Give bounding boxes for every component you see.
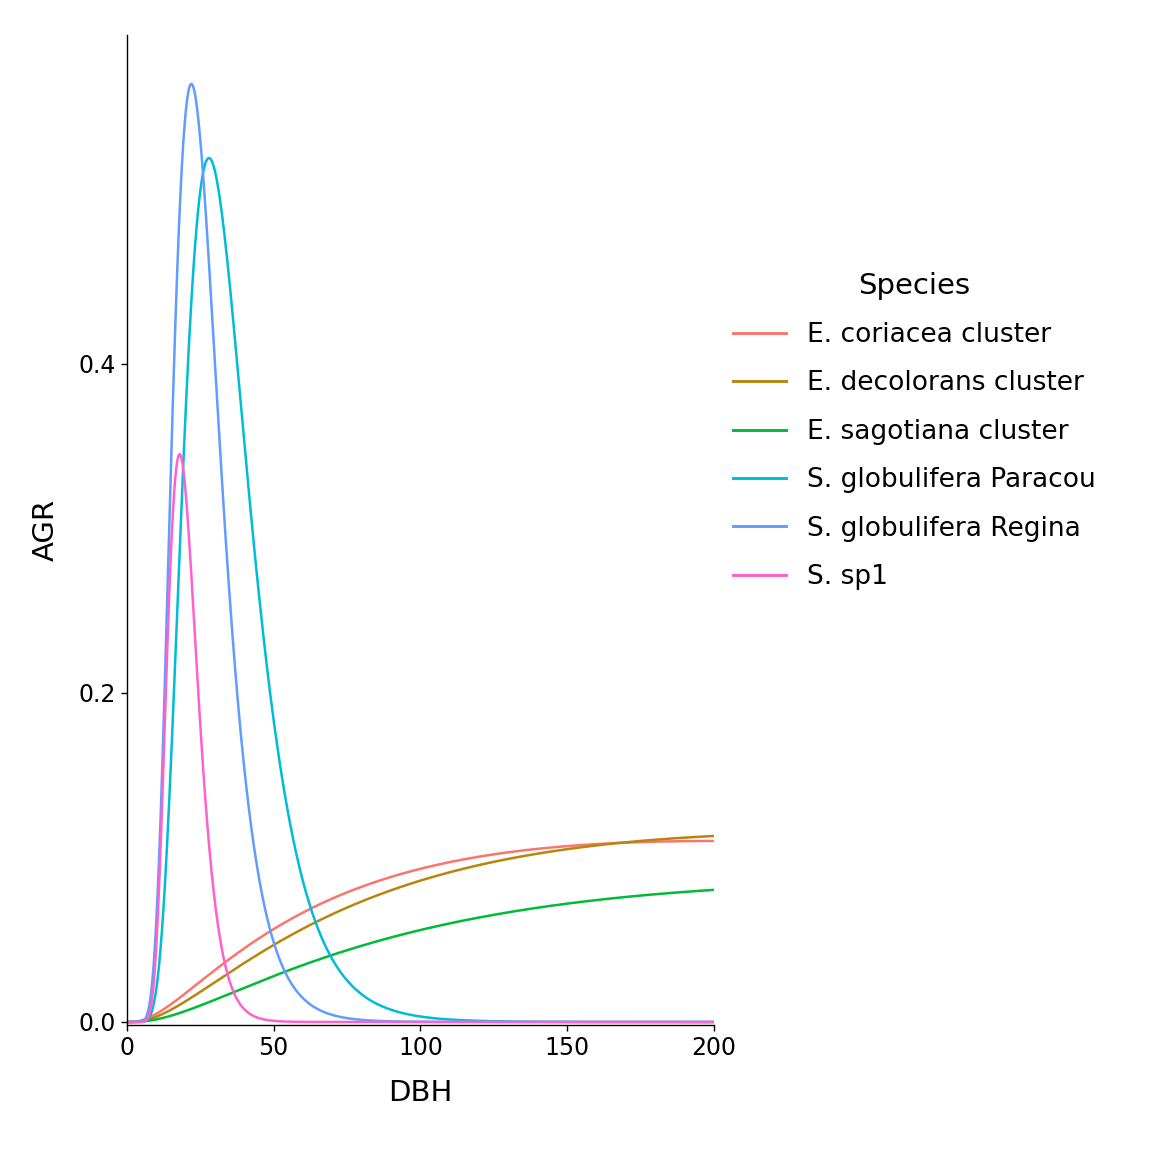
E. decolorans cluster xyxy=(222,967,236,980)
E. sagotiana cluster xyxy=(696,884,710,897)
S. globulifera Paracou xyxy=(707,1015,721,1029)
Y-axis label: AGR: AGR xyxy=(31,499,60,561)
X-axis label: DBH: DBH xyxy=(388,1079,453,1107)
E. coriacea cluster xyxy=(696,834,710,848)
S. sp1 xyxy=(707,1015,721,1029)
E. coriacea cluster xyxy=(222,953,236,967)
S. sp1 xyxy=(187,614,200,628)
E. coriacea cluster xyxy=(371,874,385,888)
S. globulifera Regina xyxy=(632,1015,646,1029)
E. decolorans cluster xyxy=(346,899,359,912)
S. globulifera Paracou xyxy=(696,1015,710,1029)
E. sagotiana cluster xyxy=(707,882,721,896)
S. sp1 xyxy=(173,447,187,461)
S. sp1 xyxy=(120,1015,134,1029)
Legend: E. coriacea cluster, E. decolorans cluster, E. sagotiana cluster, S. globulifera: E. coriacea cluster, E. decolorans clust… xyxy=(734,272,1096,590)
S. globulifera Paracou xyxy=(202,151,215,165)
S. globulifera Regina xyxy=(346,1011,359,1025)
E. coriacea cluster xyxy=(346,884,359,897)
E. sagotiana cluster xyxy=(187,1001,200,1015)
S. globulifera Regina xyxy=(222,579,236,593)
S. sp1 xyxy=(371,1015,385,1029)
E. decolorans cluster xyxy=(632,834,646,848)
S. globulifera Regina xyxy=(120,1015,134,1029)
S. sp1 xyxy=(222,972,236,986)
E. coriacea cluster xyxy=(707,834,721,848)
S. globulifera Paracou xyxy=(222,270,236,283)
S. globulifera Paracou xyxy=(371,998,385,1011)
E. sagotiana cluster xyxy=(632,888,646,902)
E. decolorans cluster xyxy=(187,990,200,1003)
Line: S. globulifera Regina: S. globulifera Regina xyxy=(127,84,714,1022)
S. globulifera Regina xyxy=(696,1015,710,1029)
E. decolorans cluster xyxy=(371,888,385,902)
S. sp1 xyxy=(696,1015,710,1029)
E. decolorans cluster xyxy=(696,829,710,843)
E. sagotiana cluster xyxy=(346,941,359,955)
E. sagotiana cluster xyxy=(120,1015,134,1029)
E. coriacea cluster xyxy=(187,979,200,993)
S. globulifera Regina xyxy=(184,77,198,91)
E. decolorans cluster xyxy=(707,829,721,843)
S. sp1 xyxy=(632,1015,646,1029)
Line: E. decolorans cluster: E. decolorans cluster xyxy=(127,836,714,1022)
Line: S. globulifera Paracou: S. globulifera Paracou xyxy=(127,158,714,1022)
S. globulifera Paracou xyxy=(632,1015,646,1029)
S. globulifera Regina xyxy=(707,1015,721,1029)
S. globulifera Paracou xyxy=(120,1015,134,1029)
S. globulifera Paracou xyxy=(187,256,200,270)
S. globulifera Paracou xyxy=(346,979,359,993)
E. coriacea cluster xyxy=(120,1015,134,1029)
E. sagotiana cluster xyxy=(222,987,236,1001)
S. globulifera Regina xyxy=(187,83,200,97)
Line: E. coriacea cluster: E. coriacea cluster xyxy=(127,841,714,1022)
E. sagotiana cluster xyxy=(371,934,385,948)
E. coriacea cluster xyxy=(632,835,646,849)
Line: S. sp1: S. sp1 xyxy=(127,454,714,1022)
S. sp1 xyxy=(346,1015,359,1029)
Line: E. sagotiana cluster: E. sagotiana cluster xyxy=(127,889,714,1022)
S. globulifera Regina xyxy=(371,1014,385,1028)
E. decolorans cluster xyxy=(120,1015,134,1029)
